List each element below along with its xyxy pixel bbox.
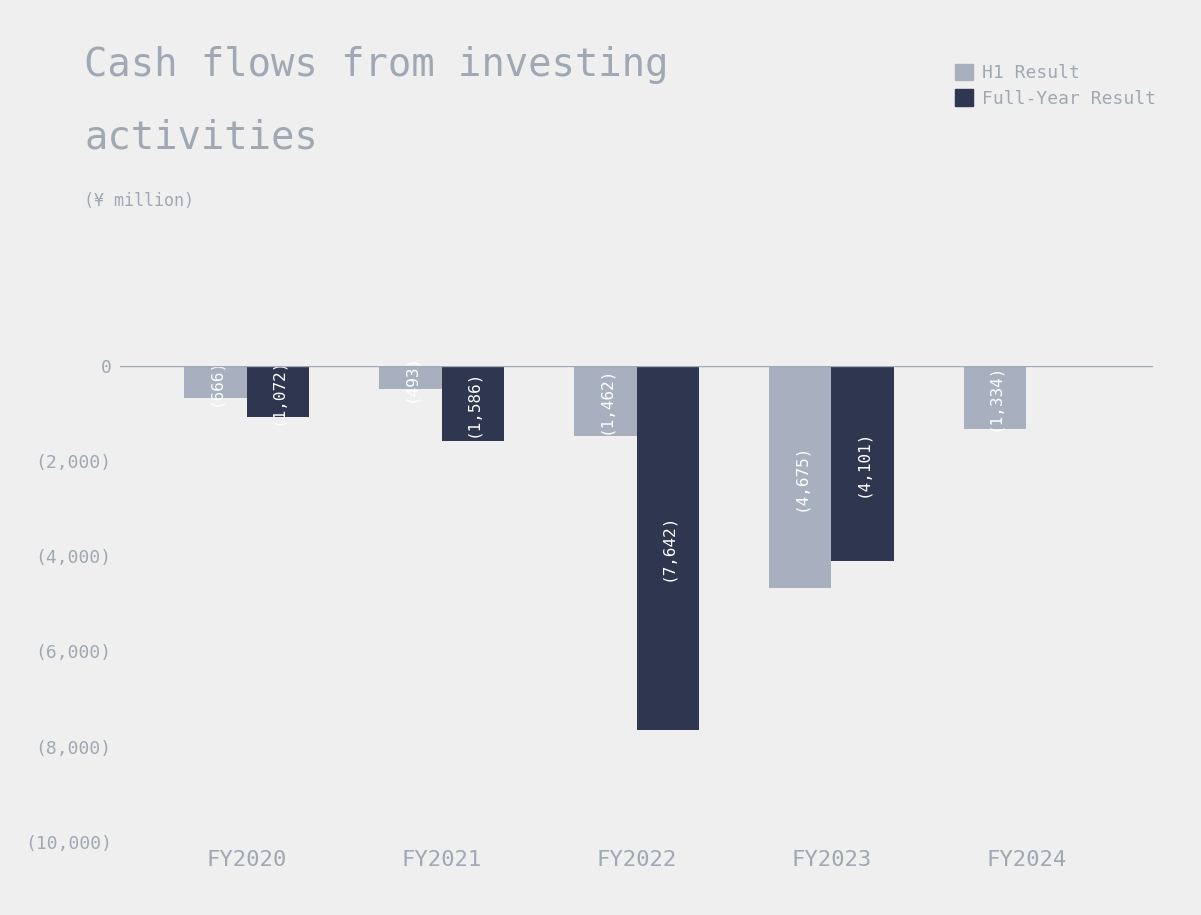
Text: (7,642): (7,642)	[661, 514, 675, 582]
Text: (666): (666)	[208, 358, 223, 406]
Bar	[380, 366, 442, 390]
Bar	[831, 366, 894, 561]
Text: (1,072): (1,072)	[270, 358, 286, 425]
Legend: H1 Result, Full-Year Result: H1 Result, Full-Year Result	[955, 64, 1155, 108]
Text: (493): (493)	[404, 354, 418, 402]
Bar	[637, 366, 699, 729]
Text: (1,586): (1,586)	[465, 370, 480, 437]
Bar	[185, 366, 246, 398]
Text: activities: activities	[84, 119, 318, 157]
Text: (1,334): (1,334)	[987, 364, 1003, 432]
Bar	[246, 366, 309, 417]
Text: (1,462): (1,462)	[598, 367, 613, 435]
Text: Cash flows from investing: Cash flows from investing	[84, 46, 669, 84]
Bar	[769, 366, 831, 588]
Text: (¥ million): (¥ million)	[84, 192, 195, 210]
Bar	[442, 366, 504, 441]
Text: (4,101): (4,101)	[855, 430, 870, 497]
Bar	[574, 366, 637, 436]
Bar	[964, 366, 1027, 429]
Text: (4,675): (4,675)	[793, 444, 808, 511]
